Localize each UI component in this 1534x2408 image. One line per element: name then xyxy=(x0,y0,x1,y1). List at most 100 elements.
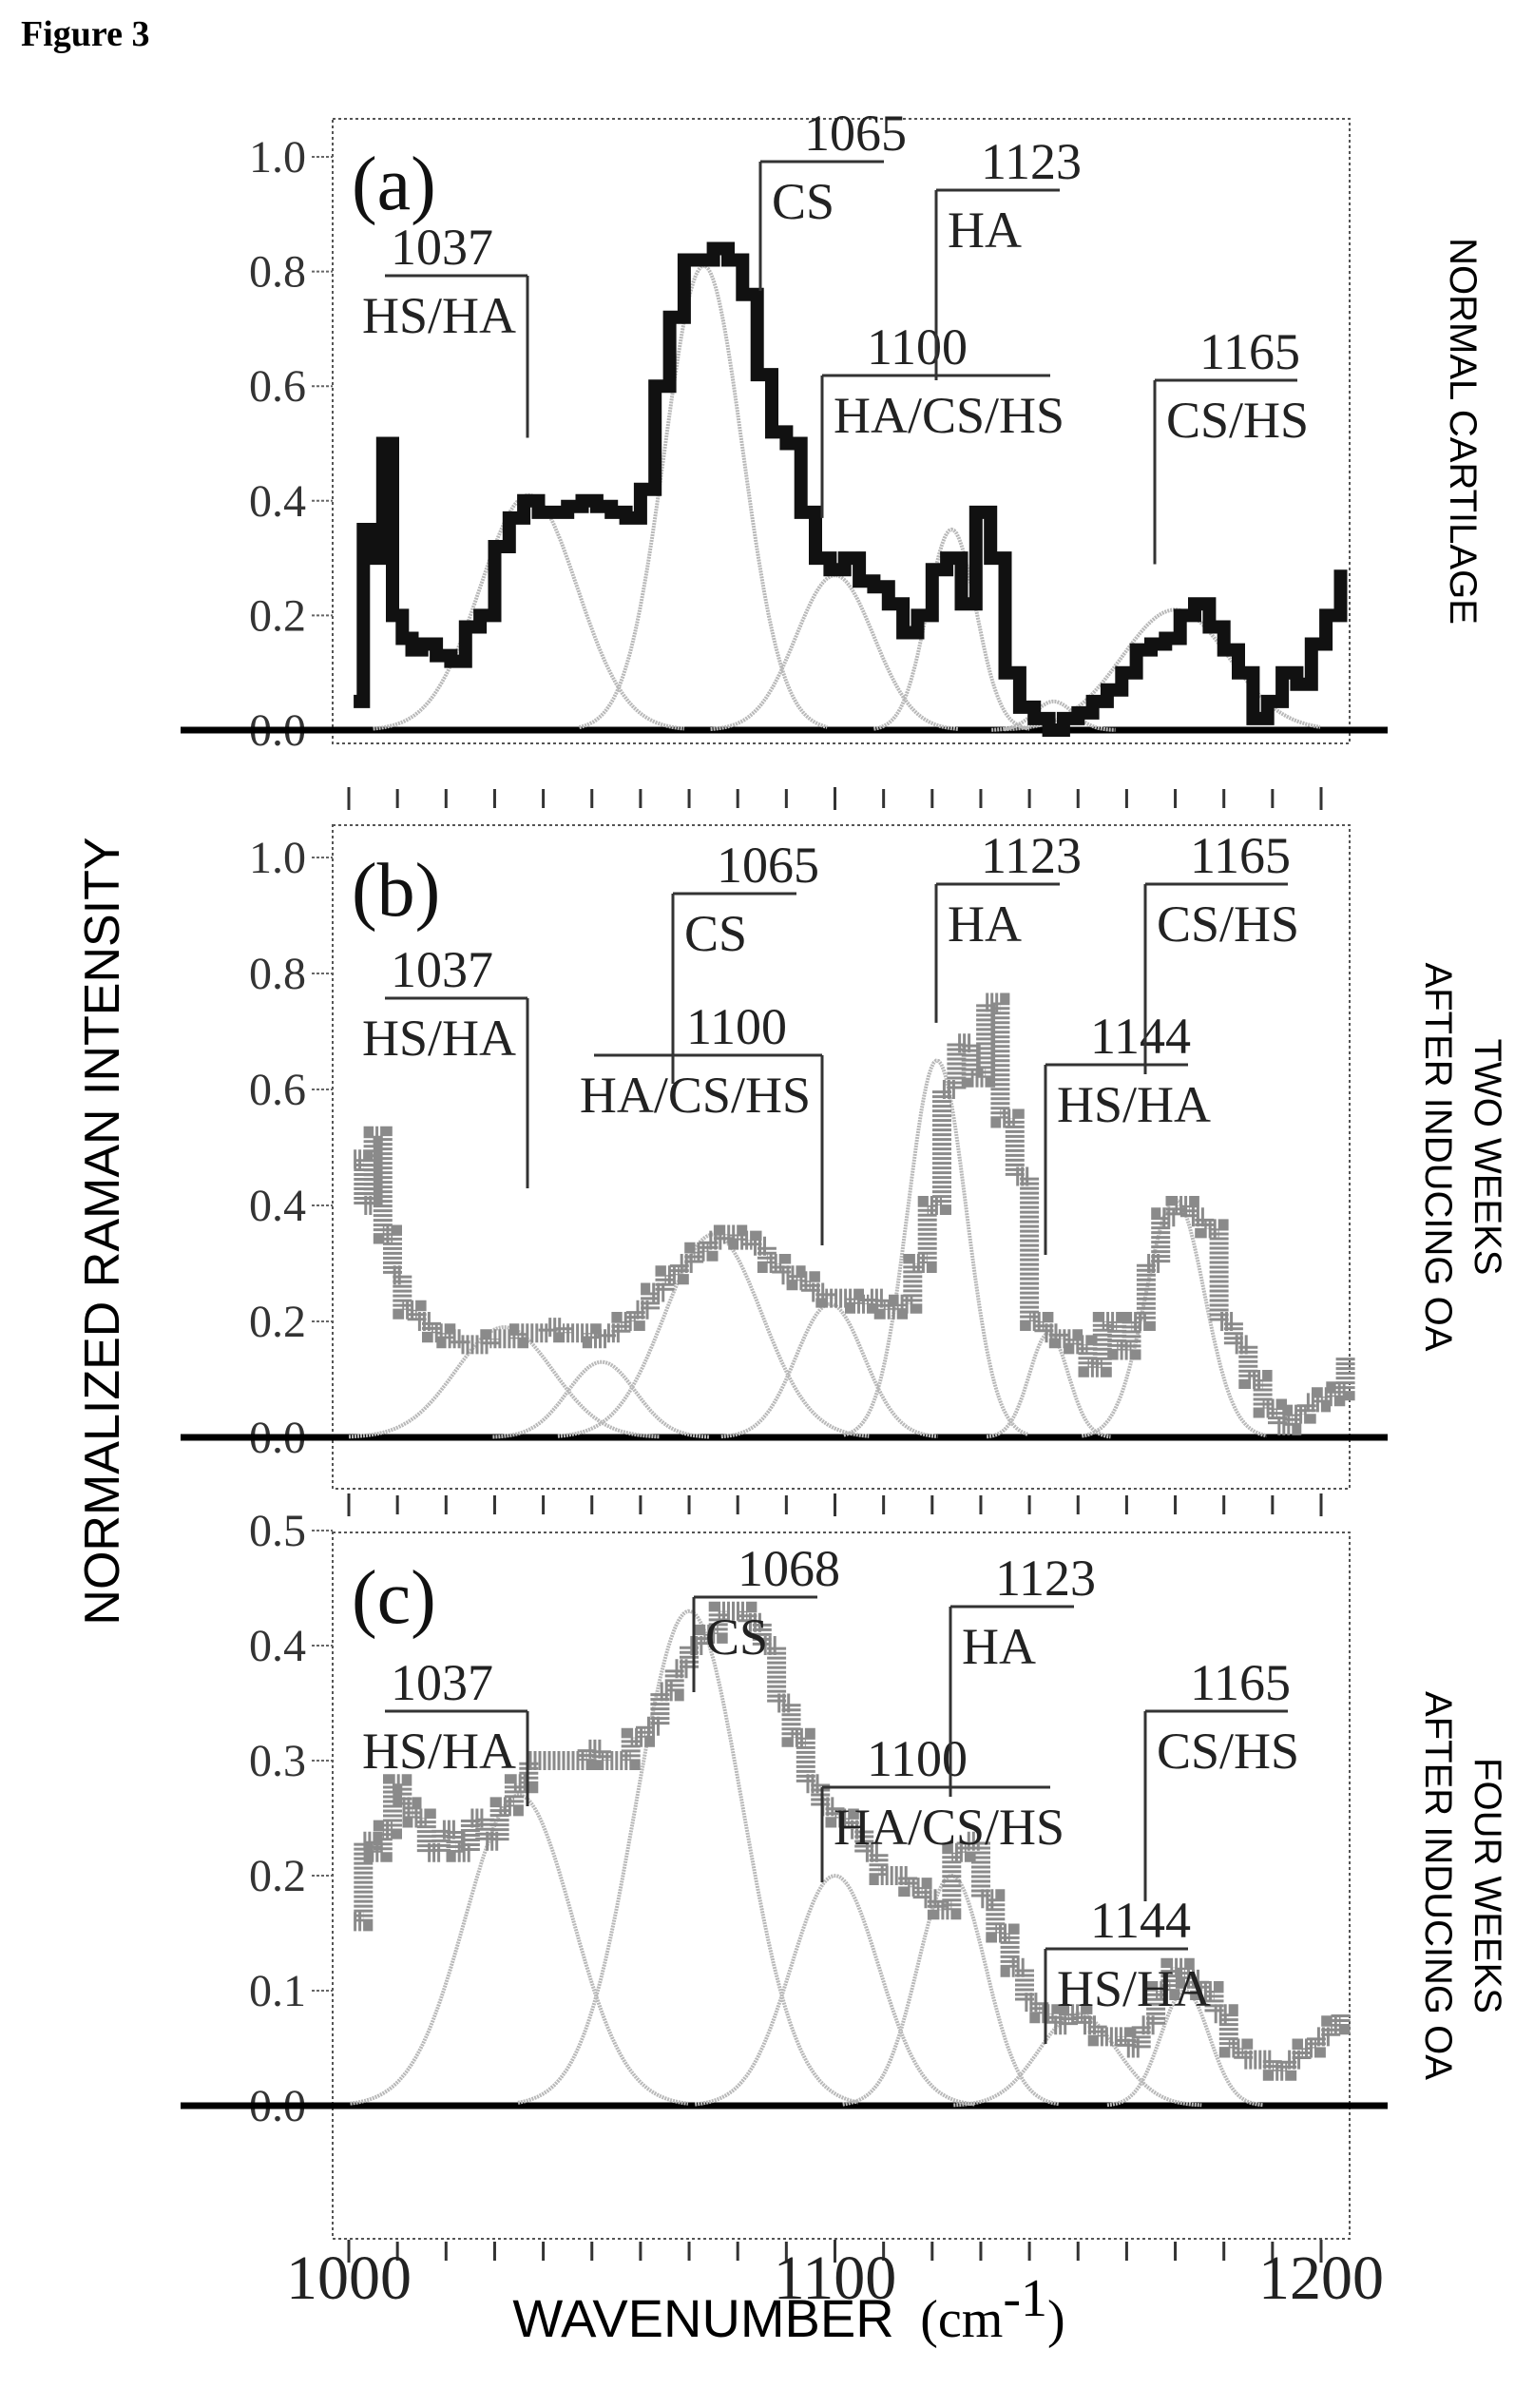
condition-label-line: TWO WEEKS xyxy=(1467,1039,1508,1276)
fit-peak-2 xyxy=(517,1609,859,2105)
peak-annotation-1165: 1165 CS/HS xyxy=(1153,323,1309,565)
condition-label-line: NORMAL CARTILAGE xyxy=(1442,238,1484,625)
fit-peak-5 xyxy=(953,2012,1202,2108)
annotation-species: CS/HS xyxy=(1157,1723,1299,1780)
figure-label: Figure 3 xyxy=(21,14,149,54)
peak-annotation-1037: 1037 HS/HA xyxy=(362,941,529,1188)
panel-tag: (a) xyxy=(352,143,436,226)
fit-peak-2 xyxy=(492,1359,710,1439)
plot-frame xyxy=(332,1531,1351,2240)
annotation-wavenumber: 1068 xyxy=(738,1540,840,1597)
fit-peak-6 xyxy=(1106,1988,1263,2108)
x-tick-row-1 xyxy=(347,787,1323,810)
fit-peak-1 xyxy=(350,1793,689,2106)
fit-peak-1 xyxy=(373,492,685,731)
spectrum-series-1 xyxy=(354,992,1355,1435)
panel-tag: (b) xyxy=(352,849,440,933)
peak-annotation-1065: 1065 CS xyxy=(758,105,907,291)
annotation-wavenumber: 1123 xyxy=(995,1550,1096,1607)
x-axis-title-main: WAVENUMBER xyxy=(512,2288,893,2348)
y-tick-label: 1.0 xyxy=(249,132,306,183)
panel-a: 0.00.20.40.60.81.0 (a)1037HS/HA1065CS1100… xyxy=(181,105,1484,756)
plot-frame xyxy=(332,118,1351,744)
annotation-species: HA xyxy=(948,896,1022,953)
peak-annotation-1165: 1165 CS/HS xyxy=(1143,827,1299,1074)
peak-annotation-1100: 1100 HA/CS/HS xyxy=(820,318,1064,518)
annotation-wavenumber: 1100 xyxy=(867,1730,968,1787)
annotation-species: CS xyxy=(705,1609,768,1666)
condition-label-line: AFTER INDUCING OA xyxy=(1417,1691,1459,2080)
condition-label: NORMAL CARTILAGE xyxy=(1442,238,1484,625)
panel-tag: (c) xyxy=(352,1556,436,1640)
peak-annotation-1123: 1123 HA xyxy=(934,827,1082,1023)
fit-peak-6 xyxy=(986,1331,1111,1439)
fit-peak-7 xyxy=(1081,1197,1268,1438)
y-tick-label: 0.2 xyxy=(249,1297,306,1347)
annotation-wavenumber: 1100 xyxy=(686,998,787,1055)
plot-frame xyxy=(332,824,1351,1490)
annotation-wavenumber: 1123 xyxy=(981,827,1082,884)
annotation-wavenumber: 1165 xyxy=(1190,1654,1291,1711)
fit-peak-3 xyxy=(710,573,959,731)
condition-label-line: FOUR WEEKS xyxy=(1467,1758,1508,2013)
peak-annotation-1068: 1068 CS xyxy=(692,1540,840,1692)
fit-peak-3 xyxy=(694,1874,975,2107)
fit-peak-4 xyxy=(873,527,1030,731)
spectrum-series-1 xyxy=(354,1601,1351,2081)
peak-annotation-1100: 1100 HA/CS/HS xyxy=(820,1730,1064,1882)
annotation-wavenumber: 1037 xyxy=(391,1654,493,1711)
annotation-species: CS xyxy=(772,173,834,230)
y-tick-label: 0.6 xyxy=(249,361,306,412)
condition-label-line: AFTER INDUCING OA xyxy=(1417,963,1459,1352)
y-tick-label: 0.4 xyxy=(249,1181,306,1231)
annotation-wavenumber: 1065 xyxy=(717,837,819,894)
annotation-wavenumber: 1165 xyxy=(1190,827,1291,884)
peak-annotation-1165: 1165 CS/HS xyxy=(1143,1654,1299,1901)
y-tick-label: 0.8 xyxy=(249,247,306,298)
fit-peak-5 xyxy=(991,699,1116,732)
x-axis-title: WAVENUMBER (cm-1) xyxy=(512,2269,1064,2349)
annotation-species: HA/CS/HS xyxy=(834,1799,1064,1856)
peak-annotation-1123: 1123 HA xyxy=(949,1550,1096,1797)
annotation-species: HA/CS/HS xyxy=(834,387,1064,444)
annotation-species: HS/HA xyxy=(1057,1960,1211,2017)
y-tick-label: 0.8 xyxy=(249,949,306,999)
y-tick-label: 0.4 xyxy=(249,476,306,527)
y-tick-label: 0.6 xyxy=(249,1065,306,1115)
x-axis-unit-superscript: -1 xyxy=(1003,2269,1047,2328)
y-tick-label: 0.3 xyxy=(249,1736,306,1786)
annotation-species: HS/HA xyxy=(1057,1076,1211,1133)
peak-annotation-1065: 1065 CS xyxy=(671,837,819,1084)
x-axis-unit-close: ) xyxy=(1047,2290,1065,2349)
spectrum-series-1 xyxy=(354,241,1348,737)
fit-peak-5 xyxy=(843,1058,1029,1437)
annotation-wavenumber: 1144 xyxy=(1090,1892,1191,1949)
peak-annotation-1037: 1037 HS/HA xyxy=(362,219,529,438)
annotation-wavenumber: 1144 xyxy=(1090,1008,1191,1065)
annotation-species: HS/HA xyxy=(362,1723,516,1780)
annotation-species: CS/HS xyxy=(1166,392,1309,449)
peak-annotation-1144: 1144 HS/HA xyxy=(1044,1892,1211,2044)
annotation-species: CS/HS xyxy=(1157,896,1299,953)
annotation-wavenumber: 1165 xyxy=(1199,323,1300,380)
y-axis-title: NORMALIZED RAMAN INTENSITY xyxy=(75,837,130,1625)
fit-peak-4 xyxy=(842,1873,1060,2107)
fit-peak-3 xyxy=(557,1232,870,1438)
y-tick-label: 1.0 xyxy=(249,833,306,883)
y-tick-label: 0.4 xyxy=(249,1621,306,1671)
panel-c: 0.00.10.20.30.40.5(c)1037HS/HA1068CS1100… xyxy=(181,1506,1508,2240)
peak-annotation-1100: 1100 HA/CS/HS xyxy=(580,998,824,1245)
annotation-wavenumber: 1100 xyxy=(867,318,968,376)
fit-peak-2 xyxy=(578,263,828,730)
annotation-wavenumber: 1065 xyxy=(804,105,907,162)
annotation-wavenumber: 1037 xyxy=(391,941,493,998)
peak-annotation-1123: 1123 HA xyxy=(934,133,1082,380)
peak-annotation-1144: 1144 HS/HA xyxy=(1044,1008,1211,1255)
x-tick-label: 1000 xyxy=(286,2244,412,2313)
annotation-species: HA/CS/HS xyxy=(580,1067,811,1124)
x-tick-row-bottom xyxy=(347,2240,1323,2263)
